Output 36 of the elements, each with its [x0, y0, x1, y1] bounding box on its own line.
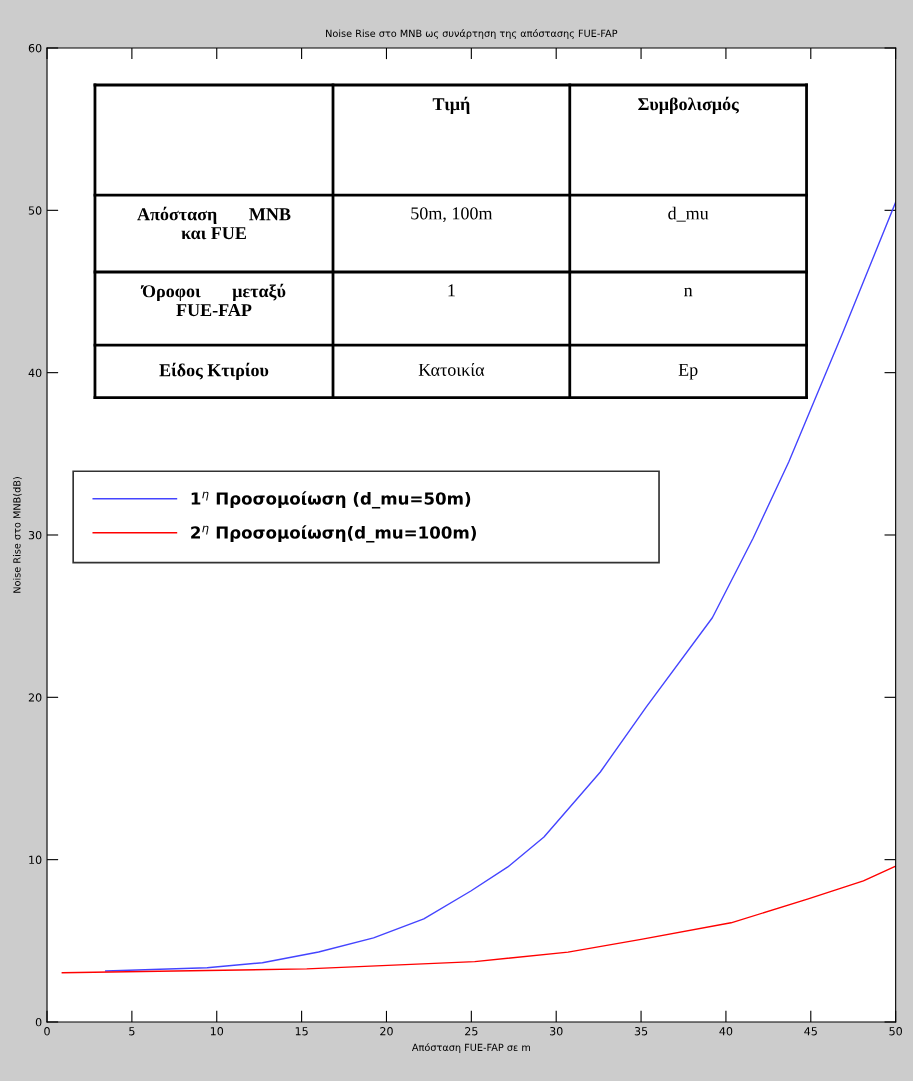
legend-label: 2$^{η}$ Προσομοίωση(d_mu=100m) [191, 525, 476, 543]
x-tick-label: 45 [804, 1027, 817, 1036]
annotation: n [684, 287, 693, 297]
chart-title: Noise Rise στο MNB ως συνάρτηση της απόστασης FUE-FAP [326, 29, 618, 39]
x-tick-label: 10 [210, 1027, 224, 1036]
annotation: Κατοικία [418, 362, 485, 376]
x-tick-label: 30 [549, 1027, 563, 1036]
x-tick-label: 40 [719, 1027, 733, 1036]
annotation: Τιμή [432, 96, 470, 114]
x-tick-label: 20 [380, 1027, 393, 1036]
y-tick-label: 40 [28, 368, 42, 378]
annotation: Όροφοι μεταξύ FUE-FAP [140, 283, 286, 317]
annotation: Ep [678, 363, 698, 380]
x-tick-label: 35 [634, 1027, 648, 1036]
legend-label: 1$^{η}$ Προσομοίωση (d_mu=50m) [191, 491, 471, 509]
x-tick-label: 15 [295, 1027, 308, 1036]
line-series [105, 201, 896, 972]
annotation: Απόσταση MNB και FUE [137, 206, 291, 240]
y-tick-label: 30 [28, 530, 42, 540]
y-tick-label: 0 [35, 1017, 42, 1027]
annotation: Είδος Κτιρίου [159, 362, 269, 380]
y-tick-label: 10 [29, 855, 42, 865]
line-series [61, 865, 896, 974]
y-axis-title: Noise Rise στο MNB(dB) [13, 477, 22, 593]
annotation: d_mu [668, 206, 709, 222]
y-tick-label: 50 [28, 206, 42, 215]
x-tick-label: 0 [44, 1027, 50, 1036]
x-tick-label: 50 [889, 1027, 902, 1036]
y-tick-label: 20 [28, 693, 42, 702]
x-tick-label: 25 [465, 1027, 478, 1036]
annotation: 50m, 100m [411, 207, 493, 223]
annotation: Συμβολισμός [638, 96, 739, 114]
x-tick-label: 5 [129, 1027, 135, 1036]
annotation: 1 [448, 284, 455, 297]
y-tick-label: 60 [28, 43, 42, 53]
x-axis-title: Απόσταση FUE-FAP σε m [411, 1043, 530, 1053]
